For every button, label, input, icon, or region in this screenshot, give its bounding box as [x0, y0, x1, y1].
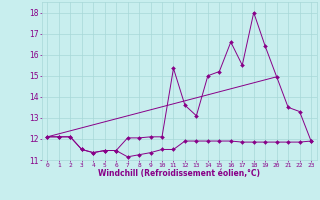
X-axis label: Windchill (Refroidissement éolien,°C): Windchill (Refroidissement éolien,°C): [98, 169, 260, 178]
